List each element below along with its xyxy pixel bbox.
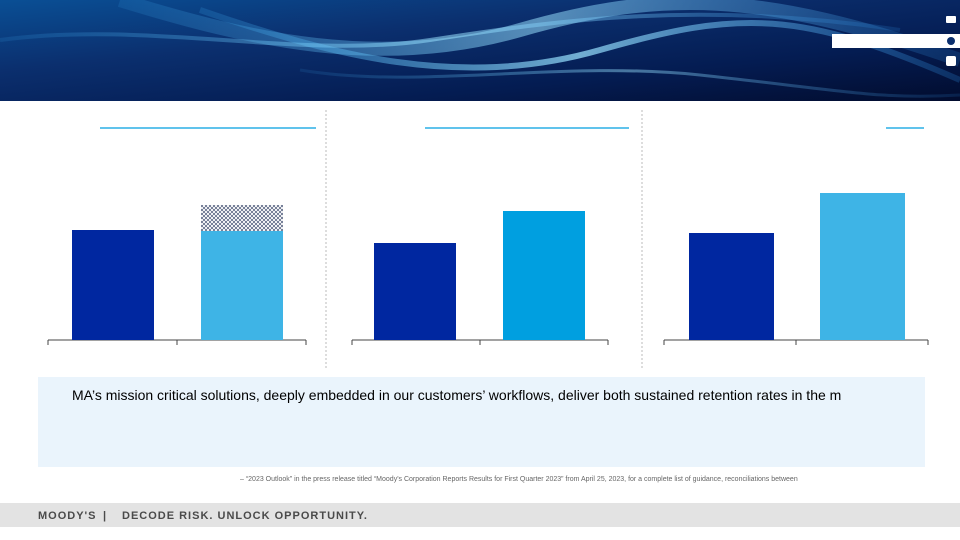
nav-icons[interactable]: [946, 16, 956, 66]
bar: [72, 230, 154, 340]
charts: [47, 193, 929, 345]
footer-band: [0, 503, 960, 527]
footnote: – “2023 Outlook” in the press release ti…: [240, 476, 798, 483]
header-waves: [0, 0, 960, 98]
bar: [201, 205, 283, 231]
callout-text: MA’s mission critical solutions, deeply …: [72, 387, 841, 403]
nav-highlight: [832, 34, 960, 48]
footer-separator: |: [103, 510, 107, 522]
callout-box: [38, 377, 925, 467]
bar: [374, 243, 456, 340]
footer-brand: MOODY'S: [38, 510, 97, 522]
bar: [820, 193, 905, 340]
footer-tagline: DECODE RISK. UNLOCK OPPORTUNITY.: [122, 510, 368, 522]
bar: [503, 211, 585, 340]
footer: MOODY'S | DECODE RISK. UNLOCK OPPORTUNIT…: [38, 510, 368, 522]
bar: [689, 233, 774, 340]
bar: [201, 231, 283, 340]
